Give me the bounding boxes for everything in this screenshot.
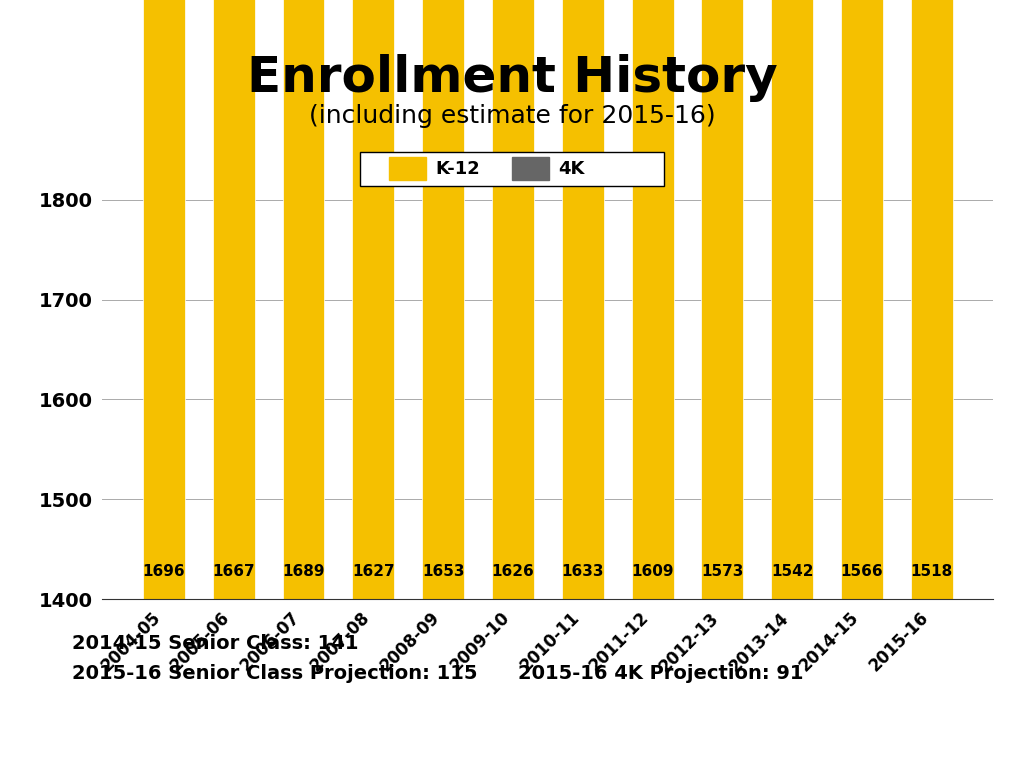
Text: 1518: 1518: [910, 564, 953, 579]
Text: VI.A. DISTRICT HISTORY, TRENDS, AND STATS: VI.A. DISTRICT HISTORY, TRENDS, AND STAT…: [370, 742, 654, 754]
Bar: [389, 157, 426, 180]
Bar: [492, 0, 534, 599]
Text: 1689: 1689: [283, 564, 325, 579]
Text: 1609: 1609: [632, 564, 674, 579]
Text: 1573: 1573: [701, 564, 743, 579]
Text: 1542: 1542: [771, 564, 813, 579]
Text: (including estimate for 2015-16): (including estimate for 2015-16): [308, 104, 716, 127]
Text: 4K: 4K: [558, 160, 585, 178]
Text: 1653: 1653: [422, 564, 464, 579]
Bar: [562, 0, 604, 599]
Bar: [632, 0, 674, 599]
Text: 1566: 1566: [841, 564, 884, 579]
Text: 1626: 1626: [492, 564, 535, 579]
Bar: [213, 0, 255, 599]
Bar: [701, 0, 743, 599]
Text: 2015-16 Senior Class Projection: 115      2015-16 4K Projection: 91: 2015-16 Senior Class Projection: 115 201…: [72, 664, 803, 684]
Bar: [771, 0, 813, 599]
Text: K-12: K-12: [435, 160, 480, 178]
Bar: [283, 0, 325, 599]
Text: Enrollment History: Enrollment History: [247, 54, 777, 102]
Bar: [143, 0, 184, 599]
Text: 2014-15 Senior Class: 141: 2014-15 Senior Class: 141: [72, 634, 358, 653]
FancyBboxPatch shape: [360, 152, 664, 187]
Text: 1667: 1667: [212, 564, 255, 579]
Bar: [841, 0, 883, 599]
Bar: [352, 0, 394, 599]
Text: 1627: 1627: [352, 564, 394, 579]
Text: 1633: 1633: [561, 564, 604, 579]
Bar: [911, 0, 952, 599]
Text: 1696: 1696: [142, 564, 185, 579]
Bar: [422, 0, 464, 599]
Bar: [512, 157, 549, 180]
